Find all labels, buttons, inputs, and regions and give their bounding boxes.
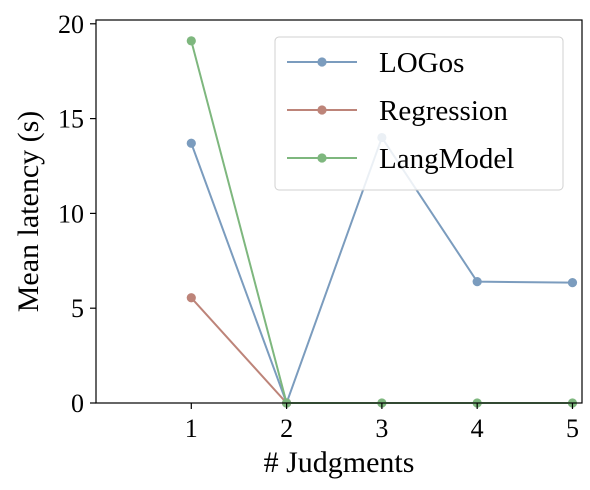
legend-marker-langmodel <box>317 153 327 163</box>
x-tick-label: 5 <box>566 414 579 443</box>
x-tick-label: 4 <box>471 414 484 443</box>
plot-frame <box>95 19 583 404</box>
data-point-langmodel <box>186 36 196 46</box>
data-point-logos <box>567 278 578 288</box>
legend: LOGos Regression LangModel <box>274 36 564 191</box>
y-tick-label: 0 <box>71 389 84 418</box>
y-tick-label: 15 <box>58 105 84 134</box>
data-point-logos <box>186 138 196 148</box>
data-point-regression <box>186 293 196 303</box>
legend-label-langmodel: LangModel <box>379 143 514 175</box>
y-axis-label: Mean latency (s) <box>12 111 45 313</box>
x-tick-label: 3 <box>375 414 388 443</box>
y-tick-label: 10 <box>58 199 84 228</box>
legend-label-logos: LOGos <box>379 47 464 79</box>
legend-box <box>274 36 564 191</box>
y-axis: 0 5 10 15 20 <box>58 10 96 418</box>
legend-label-regression: Regression <box>379 95 508 127</box>
series-line-regression <box>190 297 288 404</box>
legend-marker-logos <box>317 57 327 67</box>
data-point-logos <box>472 277 482 287</box>
legend-marker-regression <box>317 105 327 115</box>
x-axis: 1 2 3 4 5 <box>185 403 579 443</box>
y-tick-label: 20 <box>58 10 84 39</box>
y-tick-label: 5 <box>71 294 84 323</box>
x-tick-label: 2 <box>280 414 293 443</box>
x-axis-label: # Judgments <box>264 446 415 479</box>
x-tick-label: 1 <box>185 414 198 443</box>
